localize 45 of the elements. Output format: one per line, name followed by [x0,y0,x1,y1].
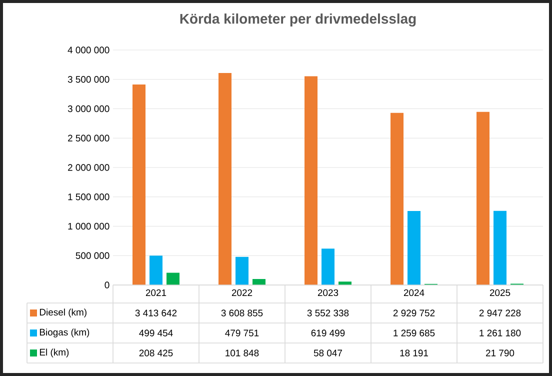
data-label: 499 454 [139,330,173,336]
y-tick-label: 3 500 000 [68,76,110,83]
data-label: 101 848 [226,350,259,356]
data-label: 2 947 228 [479,310,521,316]
bar [476,112,490,285]
data-label: 1 259 685 [394,330,435,336]
bar [218,72,232,285]
data-label: 58 047 [314,350,342,356]
y-tick-label: 2 500 000 [68,134,110,142]
data-label: 1 261 180 [480,330,521,336]
data-label: 619 499 [311,330,345,336]
bar [322,248,335,285]
x-tick-label: 2023 [318,289,338,296]
legend-label: El (km) [40,348,69,358]
bar [166,272,180,285]
legend-label: Diesel (km) [40,308,86,318]
data-label: 208 425 [139,350,173,356]
y-tick-label: 1 500 000 [68,194,110,200]
y-tick-label: 3 000 000 [68,105,110,112]
x-tick-label: 2024 [404,289,424,296]
x-tick-label: 2022 [232,289,252,296]
legend-label: Biogas (km) [40,328,90,338]
data-label: 479 751 [225,330,259,336]
bar [236,256,249,285]
data-label: 3 552 338 [307,310,349,316]
y-tick-label: 1 000 000 [68,222,110,230]
y-tick-label: 0 [104,282,110,288]
bar [494,210,507,285]
bar [252,279,266,285]
bar [150,256,163,285]
data-label: 18 191 [400,350,428,356]
data-label: 21 790 [486,350,514,356]
data-label: 3 413 642 [135,310,177,316]
y-tick-label: 4 000 000 [68,46,110,54]
y-tick-label: 2 000 000 [68,164,110,171]
x-tick-label: 2021 [146,289,166,296]
bar [304,76,318,285]
data-label: 3 608 855 [221,310,263,316]
bar [390,112,404,285]
chart-title: Körda kilometer per drivmedelsslag [180,13,416,27]
y-tick-label: 500 000 [76,252,110,259]
bar [408,210,421,285]
bar [132,84,146,285]
data-label: 2 929 752 [393,310,435,316]
x-tick-label: 2025 [490,289,510,296]
